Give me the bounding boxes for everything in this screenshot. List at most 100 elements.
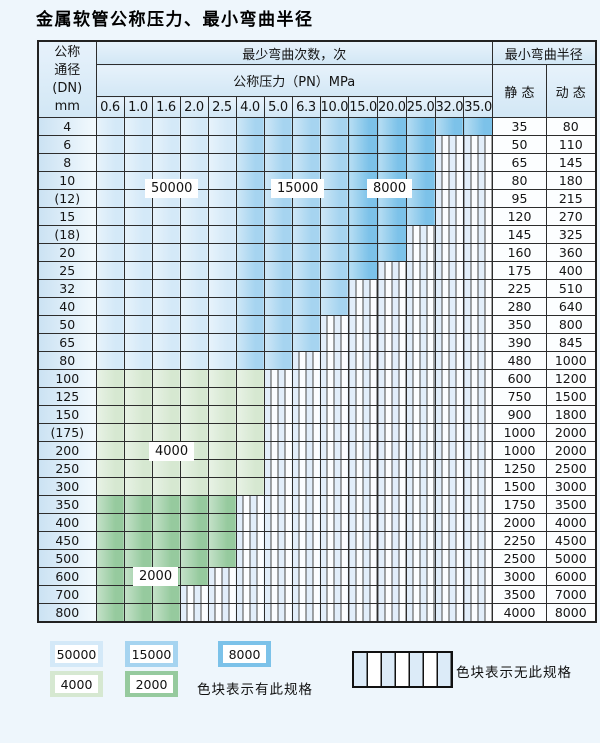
no-spec-cell bbox=[405, 279, 436, 298]
no-spec-cell bbox=[207, 585, 237, 604]
no-spec-cell bbox=[235, 495, 265, 514]
spec-cell bbox=[95, 315, 125, 334]
dynamic-radius-value: 845 bbox=[546, 333, 596, 352]
no-spec-cell bbox=[463, 477, 493, 496]
spec-cell bbox=[151, 369, 181, 388]
dynamic-radius-value: 1200 bbox=[546, 369, 596, 388]
no-spec-cell bbox=[377, 567, 407, 586]
spec-cell bbox=[123, 207, 153, 226]
spec-cell bbox=[123, 585, 153, 604]
no-spec-cell bbox=[434, 459, 465, 478]
spec-cell bbox=[377, 243, 407, 262]
spec-cell bbox=[207, 225, 237, 244]
dynamic-radius-value: 640 bbox=[546, 297, 596, 316]
no-spec-cell bbox=[405, 423, 436, 442]
static-radius-value: 3000 bbox=[492, 567, 547, 586]
spec-cell bbox=[123, 495, 153, 514]
table-row: 100 600 1200 bbox=[37, 369, 596, 388]
spec-cell bbox=[207, 243, 237, 262]
spec-cell bbox=[123, 351, 153, 370]
no-spec-cell bbox=[291, 387, 321, 406]
spec-cell bbox=[151, 459, 181, 478]
dynamic-radius-value: 4000 bbox=[546, 513, 596, 532]
no-spec-cell bbox=[235, 603, 265, 623]
static-radius-value: 225 bbox=[492, 279, 547, 298]
spec-cell bbox=[151, 279, 181, 298]
dynamic-radius-value: 1000 bbox=[546, 351, 596, 370]
table-row: 25 175 400 bbox=[37, 261, 596, 280]
spec-cell bbox=[263, 333, 293, 352]
spec-cell bbox=[263, 153, 293, 172]
spec-cell bbox=[179, 495, 209, 514]
no-spec-cell bbox=[291, 549, 321, 568]
no-spec-cell bbox=[319, 477, 350, 496]
no-spec-cell bbox=[463, 549, 493, 568]
no-spec-cell bbox=[377, 279, 407, 298]
no-spec-cell bbox=[434, 405, 465, 424]
no-spec-cell bbox=[463, 567, 493, 586]
spec-cell bbox=[179, 423, 209, 442]
no-spec-cell bbox=[377, 351, 407, 370]
no-spec-cell bbox=[463, 189, 493, 208]
no-spec-cell bbox=[263, 477, 293, 496]
spec-cell bbox=[151, 315, 181, 334]
no-spec-cell bbox=[463, 531, 493, 550]
static-radius-value: 1250 bbox=[492, 459, 547, 478]
table-row: 8 65 145 bbox=[37, 153, 596, 172]
table-row: 15 120 270 bbox=[37, 207, 596, 226]
table-row: 800 4000 8000 bbox=[37, 603, 596, 623]
spec-cell bbox=[123, 387, 153, 406]
table-row: 65 390 845 bbox=[37, 333, 596, 352]
no-spec-cell bbox=[434, 603, 465, 623]
static-radius-value: 2500 bbox=[492, 549, 547, 568]
spec-cell bbox=[95, 225, 125, 244]
no-spec-cell bbox=[377, 495, 407, 514]
spec-cell bbox=[123, 261, 153, 280]
dynamic-radius-value: 4500 bbox=[546, 531, 596, 550]
no-spec-cell bbox=[291, 495, 321, 514]
no-spec-cell bbox=[434, 441, 465, 460]
table-row: 200 1000 2000 bbox=[37, 441, 596, 460]
legend-no-spec-swatch bbox=[352, 651, 453, 688]
no-spec-cell bbox=[463, 225, 493, 244]
no-spec-cell bbox=[405, 531, 436, 550]
no-spec-cell bbox=[348, 315, 378, 334]
no-spec-cell bbox=[405, 441, 436, 460]
spec-cell bbox=[463, 117, 493, 136]
spec-cell bbox=[123, 423, 153, 442]
spec-cell bbox=[207, 207, 237, 226]
no-spec-cell bbox=[377, 513, 407, 532]
pressure-values-row: 0.6 1.0 1.6 2.0 2.5 4.0 5.0 6.3 10.0 15.0 20.0 25.0… bbox=[38, 96, 596, 118]
spec-cell bbox=[207, 261, 237, 280]
no-spec-cell bbox=[348, 441, 378, 460]
spec-cell bbox=[319, 153, 350, 172]
static-radius-value: 480 bbox=[492, 351, 547, 370]
spec-cell bbox=[179, 315, 209, 334]
spec-cell bbox=[179, 387, 209, 406]
no-spec-cell bbox=[291, 477, 321, 496]
no-spec-cell bbox=[463, 459, 493, 478]
no-spec-cell bbox=[348, 297, 378, 316]
spec-cell bbox=[179, 153, 209, 172]
table-row: 6 50 110 bbox=[37, 135, 596, 154]
static-header: 静 态 bbox=[492, 64, 547, 118]
spec-cell bbox=[235, 477, 265, 496]
spec-cell bbox=[151, 207, 181, 226]
no-spec-cell bbox=[405, 315, 436, 334]
static-radius-value: 1750 bbox=[492, 495, 547, 514]
table-row: 32 225 510 bbox=[37, 279, 596, 298]
static-radius-value: 120 bbox=[492, 207, 547, 226]
spec-cell bbox=[235, 243, 265, 262]
table-row: 700 3500 7000 bbox=[37, 585, 596, 604]
static-radius-value: 2250 bbox=[492, 531, 547, 550]
dynamic-radius-value: 145 bbox=[546, 153, 596, 172]
spec-cell bbox=[291, 261, 321, 280]
static-radius-value: 280 bbox=[492, 297, 547, 316]
dynamic-radius-value: 2500 bbox=[546, 459, 596, 478]
spec-cell bbox=[263, 135, 293, 154]
legend-swatch: 8000 bbox=[218, 641, 271, 667]
spec-cell bbox=[95, 441, 125, 460]
static-radius-value: 600 bbox=[492, 369, 547, 388]
no-spec-cell bbox=[319, 567, 350, 586]
spec-cell bbox=[123, 153, 153, 172]
